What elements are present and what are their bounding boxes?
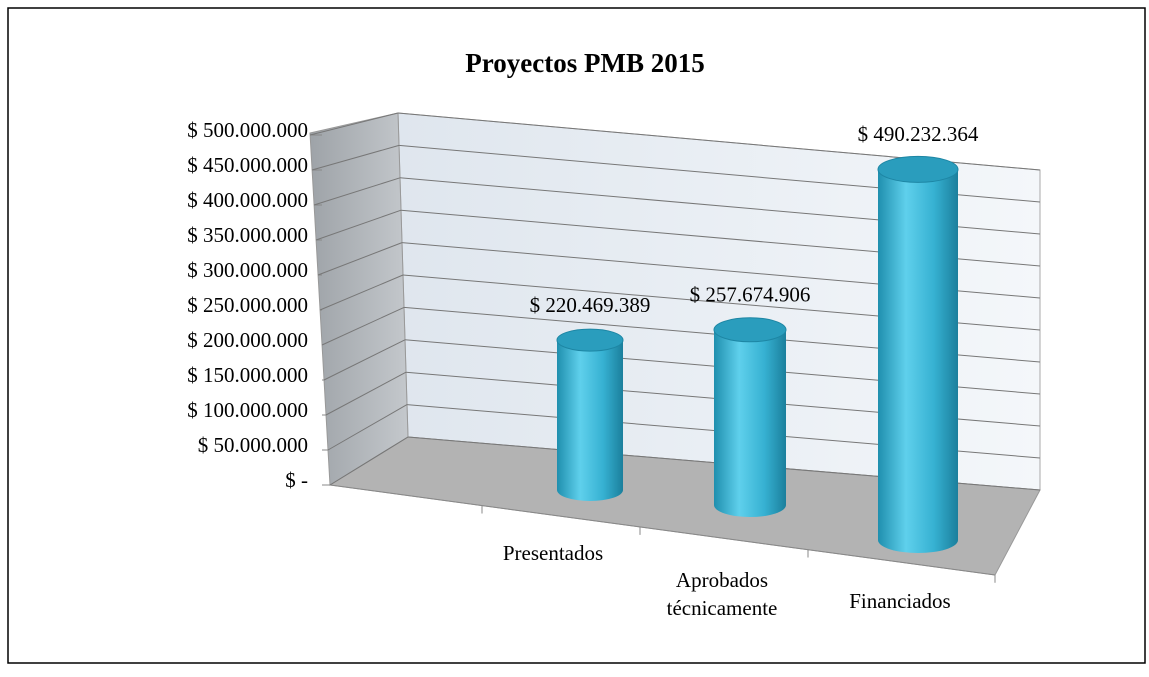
chart-title: Proyectos PMB 2015 <box>465 48 704 78</box>
x-tick-label: Financiados <box>849 589 950 613</box>
bar <box>714 329 786 517</box>
bar <box>557 340 623 501</box>
grid-line <box>323 339 406 381</box>
data-label: $ 257.674.906 <box>690 283 811 307</box>
y-tick-label: $ 400.000.000 <box>187 188 308 212</box>
grid-line <box>325 371 407 416</box>
y-tick-label: $ 50.000.000 <box>198 433 308 457</box>
y-tick-label: $ 500.000.000 <box>187 118 308 142</box>
bar-top <box>877 155 959 183</box>
y-tick-label: $ 300.000.000 <box>187 258 308 282</box>
y-tick-label: $ 450.000.000 <box>187 153 308 177</box>
x-tick-label: Presentados <box>503 541 603 565</box>
y-tick-label: $ 350.000.000 <box>187 223 308 247</box>
bar-top <box>713 317 787 343</box>
grid-line <box>313 177 401 206</box>
grid-line <box>315 209 402 241</box>
y-tick-label: $ 200.000.000 <box>187 328 308 352</box>
bar <box>878 169 958 553</box>
grid-line <box>309 112 399 136</box>
data-label: $ 490.232.364 <box>858 122 979 146</box>
x-tick-label: Aprobados técnicamente <box>667 568 778 620</box>
bar-top <box>556 328 624 352</box>
y-tick-label: $ 150.000.000 <box>187 363 308 387</box>
y-tick-label: $ 100.000.000 <box>187 398 308 422</box>
data-label: $ 220.469.389 <box>530 293 651 317</box>
grid-line <box>311 144 400 171</box>
x-axis <box>329 484 996 576</box>
y-tick-label: $ - <box>285 468 308 492</box>
grid-line <box>327 404 408 451</box>
grid-line <box>317 242 403 276</box>
grid-line <box>321 306 405 346</box>
y-tick-label: $ 250.000.000 <box>187 293 308 317</box>
grid-line <box>319 274 404 311</box>
grid-line <box>329 436 409 486</box>
